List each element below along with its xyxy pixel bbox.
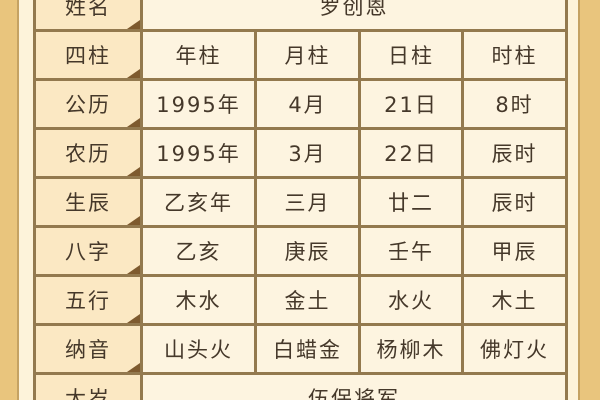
corner-fold-icon [127,69,140,78]
cell-solar-3: 8时 [461,78,568,130]
cell-birth-3: 辰时 [461,176,568,228]
bazi-table-body: 姓名 罗创恩 四柱 年柱 月柱 日柱 时柱 公历 1995年 4月 21日 8时 农历 1995年 3月 22… [33,0,568,400]
cell-birth-0: 乙亥年 [140,176,257,228]
row-label-solar: 公历 [33,78,143,130]
cell-wuxing-3: 木土 [461,274,568,326]
cell-lunar-2: 22日 [358,127,464,179]
table-row-solar: 公历 1995年 4月 21日 8时 [33,78,568,130]
corner-fold-icon [127,216,140,225]
cell-pillars-2: 日柱 [358,29,464,81]
cell-lunar-3: 辰时 [461,127,568,179]
cell-nayin-0: 山头火 [140,323,257,375]
row-label-wuxing: 五行 [33,274,143,326]
bazi-table: 姓名 罗创恩 四柱 年柱 月柱 日柱 时柱 公历 1995年 4月 21日 8时 农历 1995年 3月 22… [33,0,568,400]
row-label-taisui: 太岁 [33,372,143,400]
row-label-pillars: 四柱 [33,29,143,81]
row-label-lunar: 农历 [33,127,143,179]
cell-bazi-3: 甲辰 [461,225,568,277]
table-row-wuxing: 五行 木水 金土 水火 木土 [33,274,568,326]
cell-pillars-1: 月柱 [254,29,361,81]
row-label-bazi: 八字 [33,225,143,277]
table-row-birth: 生辰 乙亥年 三月 廿二 辰时 [33,176,568,228]
cell-lunar-1: 3月 [254,127,361,179]
corner-fold-icon [127,167,140,176]
cell-nayin-3: 佛灯火 [461,323,568,375]
row-value-name: 罗创恩 [140,0,568,32]
cell-bazi-2: 壬午 [358,225,464,277]
corner-fold-icon [127,265,140,274]
cell-nayin-1: 白蜡金 [254,323,361,375]
table-row-taisui: 太岁 伍保将军 [33,372,568,400]
table-row-lunar: 农历 1995年 3月 22日 辰时 [33,127,568,179]
corner-fold-icon [127,118,140,127]
table-row-pillars: 四柱 年柱 月柱 日柱 时柱 [33,29,568,81]
corner-fold-icon [127,363,140,372]
cell-birth-1: 三月 [254,176,361,228]
cell-wuxing-0: 木水 [140,274,257,326]
cell-solar-0: 1995年 [140,78,257,130]
cell-pillars-3: 时柱 [461,29,568,81]
table-row-nayin: 纳音 山头火 白蜡金 杨柳木 佛灯火 [33,323,568,375]
corner-fold-icon [127,20,140,29]
cell-pillars-0: 年柱 [140,29,257,81]
cell-wuxing-2: 水火 [358,274,464,326]
cell-bazi-0: 乙亥 [140,225,257,277]
table-row-bazi: 八字 乙亥 庚辰 壬午 甲辰 [33,225,568,277]
cell-wuxing-1: 金土 [254,274,361,326]
cell-lunar-0: 1995年 [140,127,257,179]
corner-fold-icon [127,314,140,323]
cell-bazi-1: 庚辰 [254,225,361,277]
cell-birth-2: 廿二 [358,176,464,228]
row-label-nayin: 纳音 [33,323,143,375]
row-label-name: 姓名 [33,0,143,32]
cell-solar-2: 21日 [358,78,464,130]
row-label-birth: 生辰 [33,176,143,228]
cell-nayin-2: 杨柳木 [358,323,464,375]
cell-solar-1: 4月 [254,78,361,130]
table-row-name: 姓名 罗创恩 [33,0,568,32]
row-value-taisui: 伍保将军 [140,372,568,400]
